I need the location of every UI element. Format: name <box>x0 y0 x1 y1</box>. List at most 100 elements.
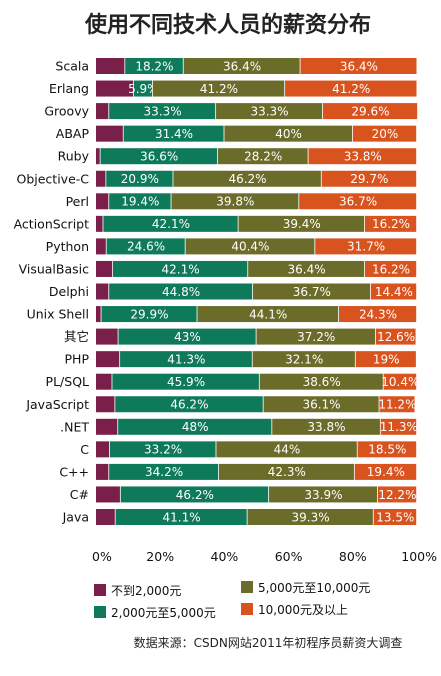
bar-segment <box>109 283 253 300</box>
data-label: 41.2% <box>200 82 238 96</box>
data-label: 12.2% <box>378 488 416 502</box>
bar-segment <box>96 125 123 142</box>
data-label: 45.9% <box>167 375 205 389</box>
data-label: 39.3% <box>292 510 330 524</box>
data-label: 19% <box>373 352 400 366</box>
data-label: 40.4% <box>231 240 269 254</box>
data-label: 39.4% <box>283 217 321 231</box>
bar-segment <box>96 238 106 255</box>
data-label: 14.4% <box>375 285 413 299</box>
data-label: 48% <box>182 420 209 434</box>
data-label: 46.2% <box>176 488 214 502</box>
x-tick-label: 100% <box>401 549 437 564</box>
bar-segment <box>118 328 256 345</box>
bar-segment <box>315 238 417 255</box>
data-label: 33.8% <box>307 420 345 434</box>
x-axis: 0% 20% 40% 60% 80% 100% <box>92 549 437 564</box>
bar-segment <box>123 125 224 142</box>
data-label: 24.6% <box>127 240 165 254</box>
bar-segment <box>96 148 100 165</box>
bar-segment <box>248 260 365 277</box>
data-label: 34.2% <box>145 465 183 479</box>
category-label: PL/SQL <box>46 374 89 389</box>
data-label: 46.2% <box>228 172 266 186</box>
legend-label: 不到2,000元 <box>111 584 181 598</box>
data-label: 29.7% <box>350 172 388 186</box>
bar-segment <box>106 238 185 255</box>
bar-segment <box>125 58 183 74</box>
category-label: Perl <box>66 194 89 209</box>
data-label: 13.5% <box>376 510 414 524</box>
data-label: 42.1% <box>152 217 190 231</box>
bar-segment <box>96 215 103 232</box>
bar-segment <box>269 486 378 503</box>
bar-segment <box>379 396 415 413</box>
data-label: 24.3% <box>359 307 397 321</box>
chart-title: 使用不同技术人员的薪资分布 <box>84 12 371 38</box>
data-label: 16.2% <box>372 217 410 231</box>
data-label: 36.1% <box>302 398 340 412</box>
data-label: 40% <box>275 127 302 141</box>
legend-swatch <box>241 603 253 615</box>
bar-segment <box>101 306 197 323</box>
category-label: Objective-C <box>16 171 89 186</box>
legend-label: 2,000元至5,000元 <box>111 606 216 620</box>
bar-segment <box>96 170 106 187</box>
bar-segment <box>217 148 308 165</box>
bar-segment <box>120 486 269 503</box>
bars-layer: Scala 18.2% 36.4% 36.4% Erlang 5.9% 41.2% 41.2%… <box>14 58 419 525</box>
bar-segment <box>365 215 417 232</box>
x-tick-label: 60% <box>275 549 303 564</box>
bar-segment <box>252 351 355 368</box>
category-label: PHP <box>65 352 90 367</box>
bar-segment <box>103 215 238 232</box>
bar-segment <box>96 463 109 480</box>
bar-segment <box>256 328 376 345</box>
data-label: 43% <box>174 330 201 344</box>
bar-segment <box>109 463 219 480</box>
bar-segment <box>113 260 248 277</box>
legend: 不到2,000元 2,000元至5,000元 5,000元至10,000元 10,00… <box>94 581 370 620</box>
category-label: ActionScript <box>14 216 90 231</box>
bar-segment <box>354 463 417 480</box>
legend-label: 5,000元至10,000元 <box>258 581 370 595</box>
category-label: C <box>80 442 89 457</box>
data-label: 46.2% <box>170 398 208 412</box>
bar-segment <box>96 103 109 120</box>
bar-segment <box>272 418 380 435</box>
data-label: 33.2% <box>144 443 182 457</box>
data-label: 33.3% <box>144 104 182 118</box>
bar-segment <box>96 351 120 368</box>
data-label: 36.7% <box>339 195 377 209</box>
bar-segment <box>96 373 112 390</box>
data-label: 32.1% <box>285 352 323 366</box>
category-label: JavaScript <box>25 397 89 412</box>
bar-segment <box>252 283 370 300</box>
data-label: 44% <box>274 443 301 457</box>
legend-swatch <box>94 584 106 596</box>
bar-segment <box>96 396 115 413</box>
bar-segment <box>109 103 216 120</box>
bar-segment <box>352 125 417 142</box>
bar-segment <box>197 306 339 323</box>
bar-segment <box>321 170 417 187</box>
data-label: 18.2% <box>135 59 173 73</box>
bar-segment <box>216 103 323 120</box>
bar-segment <box>100 148 218 165</box>
bar-segment <box>263 396 379 413</box>
data-label: 41.3% <box>167 352 205 366</box>
data-label: 37.2% <box>297 330 335 344</box>
bar-segment <box>118 418 272 435</box>
data-label: 12.6% <box>377 330 415 344</box>
data-label: 19.4% <box>121 195 159 209</box>
bar-segment <box>96 328 118 345</box>
data-label: 19.4% <box>367 465 405 479</box>
category-label: Ruby <box>58 149 90 164</box>
category-label: Java <box>62 510 89 525</box>
bar-segment <box>373 509 417 525</box>
data-label: 41.1% <box>162 510 200 524</box>
category-label: 其它 <box>64 329 89 344</box>
data-label: 38.6% <box>303 375 341 389</box>
bar-segment <box>96 441 109 458</box>
bar-segment <box>109 193 171 210</box>
